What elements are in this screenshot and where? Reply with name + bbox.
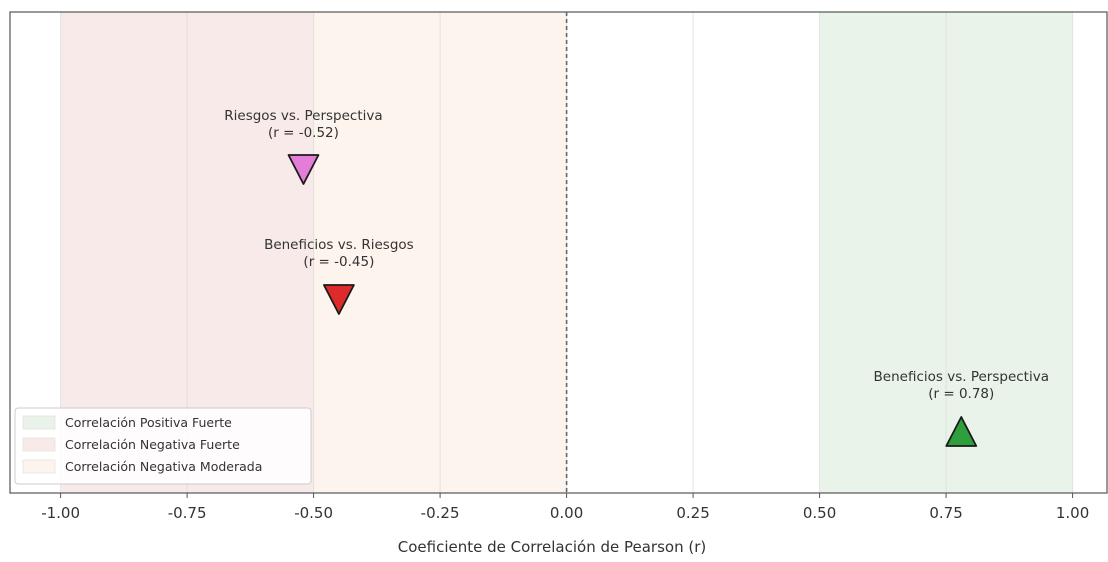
x-tick-label: 0.25 [676, 504, 709, 522]
annotation-label: Beneficios vs. Perspectiva [874, 369, 1049, 385]
x-axis-title: Coeficiente de Correlación de Pearson (r… [398, 538, 706, 556]
legend-entry: Correlación Negativa Fuerte [65, 437, 240, 452]
legend-swatch [22, 415, 56, 430]
x-tick-label: 0.00 [550, 504, 583, 522]
legend-swatch [22, 459, 56, 474]
x-tick-label: -0.50 [294, 504, 333, 522]
legend-entry: Correlación Negativa Moderada [65, 459, 262, 474]
marker-triangle-down[interactable] [287, 154, 320, 185]
x-tick-label: -0.25 [421, 504, 460, 522]
annotation-value: (r = 0.78) [928, 386, 994, 402]
legend-box [14, 407, 312, 485]
marker-triangle-up[interactable] [945, 416, 978, 447]
x-tick-label: -0.75 [168, 504, 207, 522]
annotation-label: Riesgos vs. Perspectiva [224, 108, 382, 124]
plot-frame [9, 11, 1108, 494]
x-tick-label: -1.00 [41, 504, 80, 522]
marker-triangle-down[interactable] [322, 284, 355, 315]
legend-swatch [22, 437, 56, 452]
x-tick-label: 0.50 [803, 504, 836, 522]
legend-entry: Correlación Positiva Fuerte [65, 415, 232, 430]
annotation-label: Beneficios vs. Riesgos [264, 237, 414, 253]
annotation-value: (r = -0.52) [268, 125, 339, 141]
x-tick-label: 1.00 [1056, 504, 1089, 522]
x-tick-label: 0.75 [929, 504, 962, 522]
annotation-value: (r = -0.45) [303, 254, 374, 270]
